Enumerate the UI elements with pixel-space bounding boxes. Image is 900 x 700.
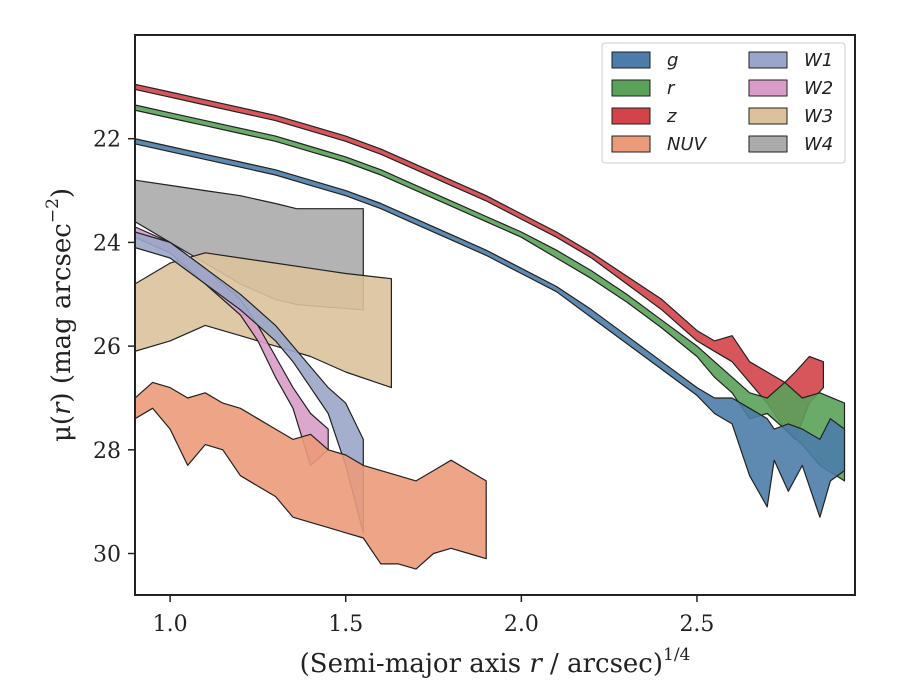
y-axis-label-main: μ(: [47, 415, 77, 442]
x-tick-label: 2.5: [679, 612, 714, 637]
series-band-nuv: [135, 381, 487, 570]
legend-swatch: [748, 135, 788, 153]
legend-label: z: [666, 106, 677, 127]
series-layer: [135, 83, 846, 570]
x-axis-label: (Semi-major axis r / arcsec)1/4: [300, 645, 691, 679]
legend-item-g: g: [611, 50, 678, 71]
y-axis-label-tail: ) (mag arcsec: [47, 223, 77, 402]
legend-swatch: [748, 107, 788, 125]
series-band-r: [135, 104, 846, 482]
legend-swatch: [748, 51, 788, 69]
legend-label: W3: [804, 106, 833, 127]
x-tick-label: 1.0: [153, 612, 188, 637]
legend-item-w2: W2: [748, 78, 833, 99]
legend-item-w4: W4: [748, 134, 833, 155]
y-tick-label: 22: [93, 128, 121, 153]
y-tick-label: 30: [93, 543, 121, 568]
plot-frame: [134, 34, 856, 596]
legend-label: W2: [804, 78, 833, 99]
x-axis-label-sup: 1/4: [663, 645, 690, 665]
legend-label: NUV: [667, 134, 708, 155]
legend-item-z: z: [611, 106, 677, 127]
y-tick-label: 26: [93, 335, 121, 360]
legend-swatch: [611, 79, 651, 97]
x-tick-label: 1.5: [328, 612, 363, 637]
x-axis-label-main: (Semi-major axis: [300, 649, 530, 679]
legend-label: W4: [804, 134, 833, 155]
legend-frame: [601, 42, 846, 164]
y-axis-label-close: ): [47, 188, 77, 198]
y-tick-label: 28: [93, 439, 121, 464]
series-band-z: [135, 83, 825, 440]
y-tick-label: 24: [93, 231, 121, 256]
legend-swatch: [611, 135, 651, 153]
y-axis-label-sup: −2: [43, 198, 63, 223]
legend-item-nuv: NUV: [611, 134, 708, 155]
legend-label: W1: [804, 50, 833, 71]
legend-label: g: [667, 50, 678, 71]
legend-item-w1: W1: [748, 50, 833, 71]
legend-label: r: [667, 78, 676, 99]
ticks-layer: 1.0 1.5 2.0 2.5 22 24 26 28 30: [93, 128, 714, 637]
x-axis-label-tail: / arcsec): [542, 649, 663, 679]
legend-swatch: [611, 51, 651, 69]
x-axis-label-var: r: [529, 649, 543, 679]
series-band-g: [135, 138, 846, 518]
legend-swatch: [611, 107, 651, 125]
x-tick-label: 2.0: [504, 612, 539, 637]
legend-item-w3: W3: [748, 106, 833, 127]
legend-item-r: r: [611, 78, 676, 99]
y-axis-label: μ(r) (mag arcsec−2): [43, 188, 77, 442]
legend-swatch: [748, 79, 788, 97]
legend: grz NUV W1 W2 W3 W4: [601, 42, 846, 164]
y-axis-label-var: r: [47, 401, 77, 415]
